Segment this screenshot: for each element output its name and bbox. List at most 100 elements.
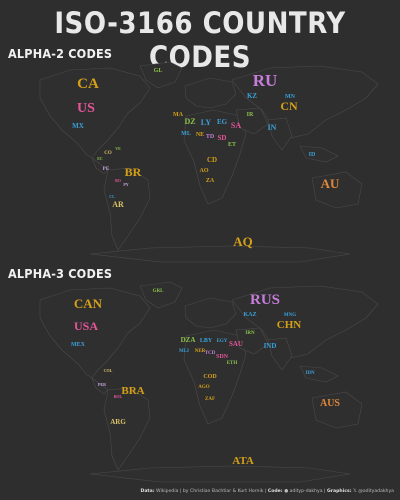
country-code-label-au: AU — [321, 176, 340, 191]
alpha2-map: CA US MX BR AR CO PE BO PY CL VE EC GL RU KZ CN MN IN ID AU… — [0, 58, 400, 268]
country-code-label-zaf: ZAF — [205, 397, 215, 402]
alpha3-heading: ALPHA-3 CODES — [8, 266, 113, 281]
landmass-shape — [39, 67, 151, 159]
country-code-label-ca: CA — [77, 76, 99, 92]
country-code-label-br: BR — [125, 165, 142, 179]
country-code-label-mn: MN — [285, 94, 296, 100]
country-code-label-can: CAN — [74, 296, 103, 311]
country-code-label-id: ID — [309, 152, 316, 158]
country-code-label-sa: SA — [231, 121, 241, 130]
country-code-label-cn: CN — [280, 99, 298, 113]
country-code-label-sd: SD — [218, 134, 227, 142]
country-code-label-arg: ARG — [110, 418, 126, 426]
country-code-label-ata: ATA — [232, 455, 254, 467]
country-code-label-us: US — [77, 101, 95, 116]
x-icon: 𝕏 — [353, 489, 357, 494]
landmass-shape — [299, 145, 339, 163]
landmass-shape — [91, 157, 109, 175]
country-code-label-rus: RUS — [250, 292, 280, 308]
country-code-label-sau: SAU — [229, 340, 243, 348]
footer-graphics-label: Graphics: — [327, 489, 352, 494]
country-code-label-cl: CL — [109, 194, 115, 199]
country-code-label-ru: RU — [253, 71, 278, 90]
country-code-label-ml: ML — [181, 131, 191, 137]
country-code-label-ve: VE — [115, 146, 121, 151]
country-code-label-ner: NER — [195, 349, 206, 354]
country-code-label-mng: MNG — [284, 313, 296, 318]
country-code-label-per: PER — [98, 382, 106, 387]
landmass-shape — [139, 281, 183, 309]
footer-graphics-text: @adityadakhya — [358, 489, 394, 494]
landmass-shape — [231, 285, 379, 359]
country-code-label-lby: LBY — [200, 338, 213, 344]
landmass-shape — [184, 77, 237, 109]
country-code-label-idn: IDN — [305, 371, 315, 376]
country-code-label-gl: GL — [154, 68, 163, 74]
landmass-shape — [183, 109, 247, 205]
country-code-label-kz: KZ — [247, 92, 257, 100]
landmass-shape — [89, 465, 351, 483]
page-title: ISO-3166 COUNTRY CODES — [54, 6, 346, 74]
country-code-label-cod: COD — [203, 374, 217, 380]
country-code-label-mx: MX — [72, 122, 84, 130]
landmass-shape — [267, 117, 293, 151]
country-code-label-ir: IR — [247, 112, 254, 118]
landmass-shape — [311, 171, 363, 209]
country-code-label-grl: GRL — [153, 289, 165, 294]
country-code-label-sdn: SDN — [216, 354, 229, 360]
landmass-shape — [311, 391, 363, 429]
footer-credits: Data: Wikipedia | by Christian Bachtiar … — [140, 489, 395, 494]
alpha3-map: CAN USA MEX BRA ARG COL PER BOL GRL RUS KAZ CHN MNG I… — [0, 278, 400, 488]
country-code-label-eg: EG — [217, 118, 228, 126]
footer-data-label: Data: — [140, 489, 155, 494]
country-code-label-ind: IND — [264, 342, 277, 350]
country-code-label-ec: EC — [97, 156, 103, 161]
country-code-label-aus: AUS — [320, 398, 340, 409]
country-code-label-ma: MA — [173, 112, 184, 118]
country-code-label-usa: USA — [74, 319, 98, 333]
country-code-label-ar: AR — [112, 200, 124, 209]
landmass-shape — [231, 65, 379, 139]
country-code-label-cd: CD — [207, 156, 217, 164]
footer-code-label: Code: — [267, 489, 283, 494]
country-code-label-in: IN — [268, 123, 277, 132]
footer-code-text: adityp-dakhya — [289, 489, 323, 494]
landmass-shape — [184, 297, 237, 329]
country-code-label-bol: BOL — [114, 394, 123, 399]
country-code-label-dza: DZA — [181, 336, 196, 344]
country-code-label-co: CO — [104, 151, 112, 156]
landmass-shape — [139, 61, 183, 89]
country-code-label-za: ZA — [206, 178, 215, 184]
landmass-shape — [103, 167, 151, 251]
country-code-label-py: PY — [123, 182, 128, 187]
landmass-shape — [91, 377, 109, 395]
country-code-label-ne: NE — [196, 132, 204, 138]
country-code-label-mex: MEX — [71, 342, 86, 348]
country-code-label-aq: AQ — [233, 234, 253, 249]
country-code-label-pe: PE — [103, 167, 110, 172]
country-code-label-kaz: KAZ — [243, 312, 256, 318]
alpha2-heading: ALPHA-2 CODES — [8, 46, 113, 61]
landmass-shape — [299, 365, 339, 383]
country-code-label-et: ET — [228, 142, 236, 148]
country-code-label-td: TD — [206, 134, 215, 140]
country-code-label-eth: ETH — [227, 361, 238, 366]
country-code-label-col: COL — [104, 368, 113, 373]
country-code-label-bra: BRA — [121, 385, 144, 397]
country-code-label-ly: LY — [201, 118, 212, 127]
landmass-shape — [235, 107, 269, 135]
country-code-label-ao: AO — [200, 168, 209, 174]
country-code-label-dz: DZ — [184, 117, 195, 126]
country-code-label-egy: EGY — [217, 339, 228, 344]
landmass-shape — [267, 337, 293, 371]
country-code-label-chn: CHN — [277, 319, 302, 331]
github-icon: ● — [284, 489, 289, 494]
country-code-label-bo: BO — [115, 178, 121, 183]
landmass-shape — [183, 329, 247, 425]
country-code-label-tcd: TCD — [205, 351, 216, 356]
landmass-shape — [103, 387, 151, 471]
country-code-label-ago: AGO — [198, 385, 210, 390]
landmass-shape — [89, 245, 351, 263]
landmass-shape — [39, 287, 151, 379]
